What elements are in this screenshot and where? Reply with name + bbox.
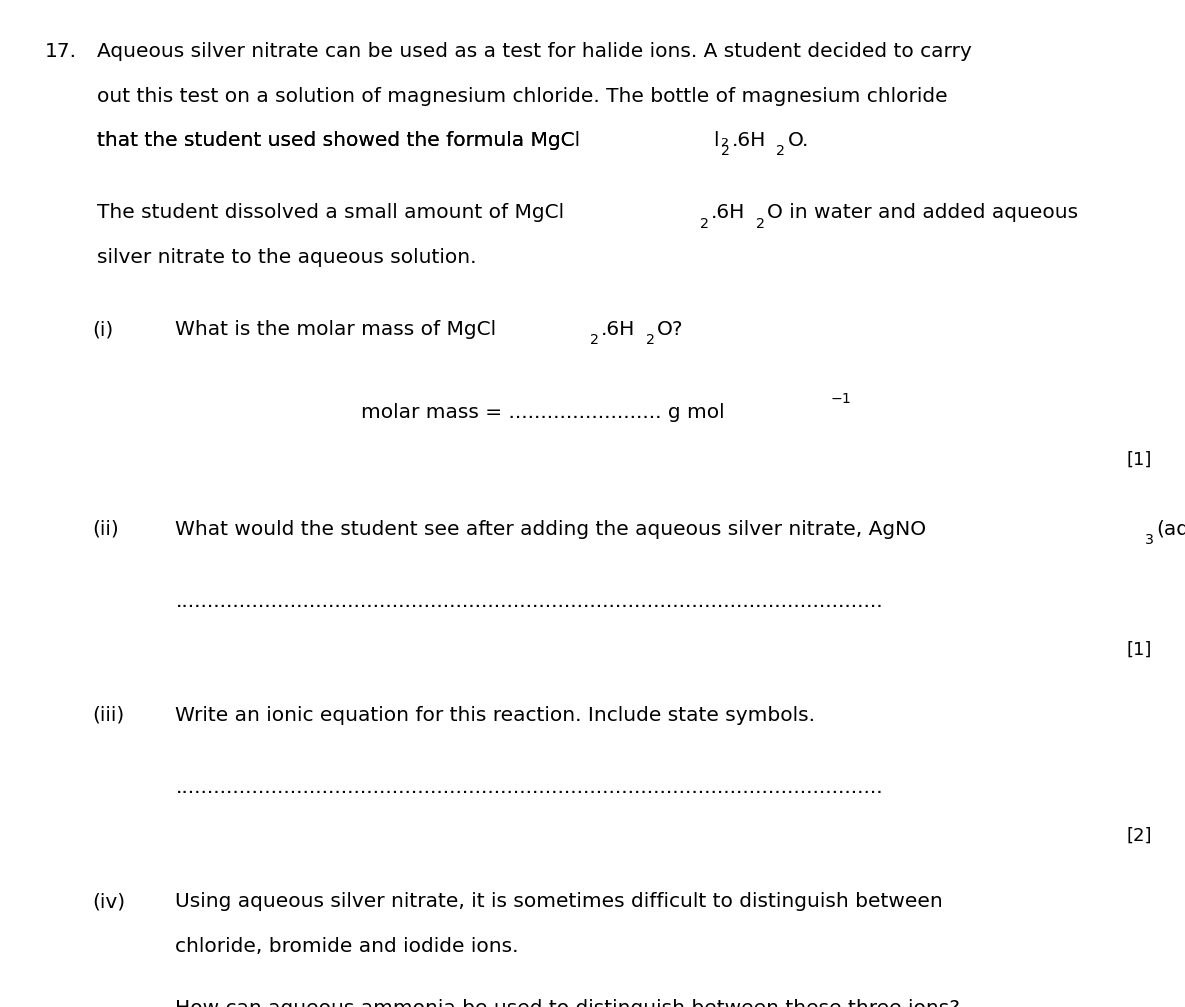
Text: 2: 2 — [756, 217, 764, 231]
Text: (i): (i) — [92, 320, 114, 339]
Text: l: l — [713, 131, 719, 150]
Text: silver nitrate to the aqueous solution.: silver nitrate to the aqueous solution. — [97, 248, 476, 267]
Text: (iii): (iii) — [92, 706, 124, 725]
Text: Aqueous silver nitrate can be used as a test for halide ions. A student decided : Aqueous silver nitrate can be used as a … — [97, 42, 972, 61]
Text: O.: O. — [788, 131, 809, 150]
Text: The student dissolved a small amount of MgCl: The student dissolved a small amount of … — [97, 203, 564, 223]
Text: [1]: [1] — [1127, 451, 1152, 469]
Text: .6H: .6H — [711, 203, 745, 223]
Text: Write an ionic equation for this reaction. Include state symbols.: Write an ionic equation for this reactio… — [175, 706, 815, 725]
Text: 2: 2 — [700, 217, 709, 231]
Text: What would the student see after adding the aqueous silver nitrate, AgNO: What would the student see after adding … — [175, 520, 927, 539]
Text: 17.: 17. — [45, 42, 77, 61]
Text: ₂: ₂ — [720, 131, 729, 150]
Text: 3: 3 — [1145, 533, 1153, 547]
Text: ................................................................................: ........................................… — [175, 592, 883, 611]
Text: [2]: [2] — [1126, 827, 1152, 845]
Text: (iv): (iv) — [92, 892, 126, 911]
Text: that the student used showed the formula MgC: that the student used showed the formula… — [97, 131, 575, 150]
Text: .6H: .6H — [732, 131, 767, 150]
Text: [1]: [1] — [1127, 640, 1152, 659]
Text: that the student used showed the formula MgCl: that the student used showed the formula… — [97, 131, 581, 150]
Text: 2: 2 — [720, 144, 730, 158]
Text: 2: 2 — [776, 144, 786, 158]
Text: (aq)?: (aq)? — [1157, 520, 1185, 539]
Text: O in water and added aqueous: O in water and added aqueous — [767, 203, 1078, 223]
Text: ................................................................................: ........................................… — [175, 778, 883, 798]
Text: Using aqueous silver nitrate, it is sometimes difficult to distinguish between: Using aqueous silver nitrate, it is some… — [175, 892, 943, 911]
Text: chloride, bromide and iodide ions.: chloride, bromide and iodide ions. — [175, 937, 519, 956]
Text: −1: −1 — [831, 392, 851, 406]
Text: (ii): (ii) — [92, 520, 120, 539]
Text: 2: 2 — [590, 333, 598, 347]
Text: molar mass = ........................ g mol: molar mass = ........................ g … — [361, 403, 725, 422]
Text: What is the molar mass of MgCl: What is the molar mass of MgCl — [175, 320, 497, 339]
Text: How can aqueous ammonia be used to distinguish between these three ions?: How can aqueous ammonia be used to disti… — [175, 999, 960, 1007]
Text: 2: 2 — [646, 333, 654, 347]
Text: O?: O? — [656, 320, 684, 339]
Text: out this test on a solution of magnesium chloride. The bottle of magnesium chlor: out this test on a solution of magnesium… — [97, 87, 948, 106]
Text: .6H: .6H — [601, 320, 635, 339]
